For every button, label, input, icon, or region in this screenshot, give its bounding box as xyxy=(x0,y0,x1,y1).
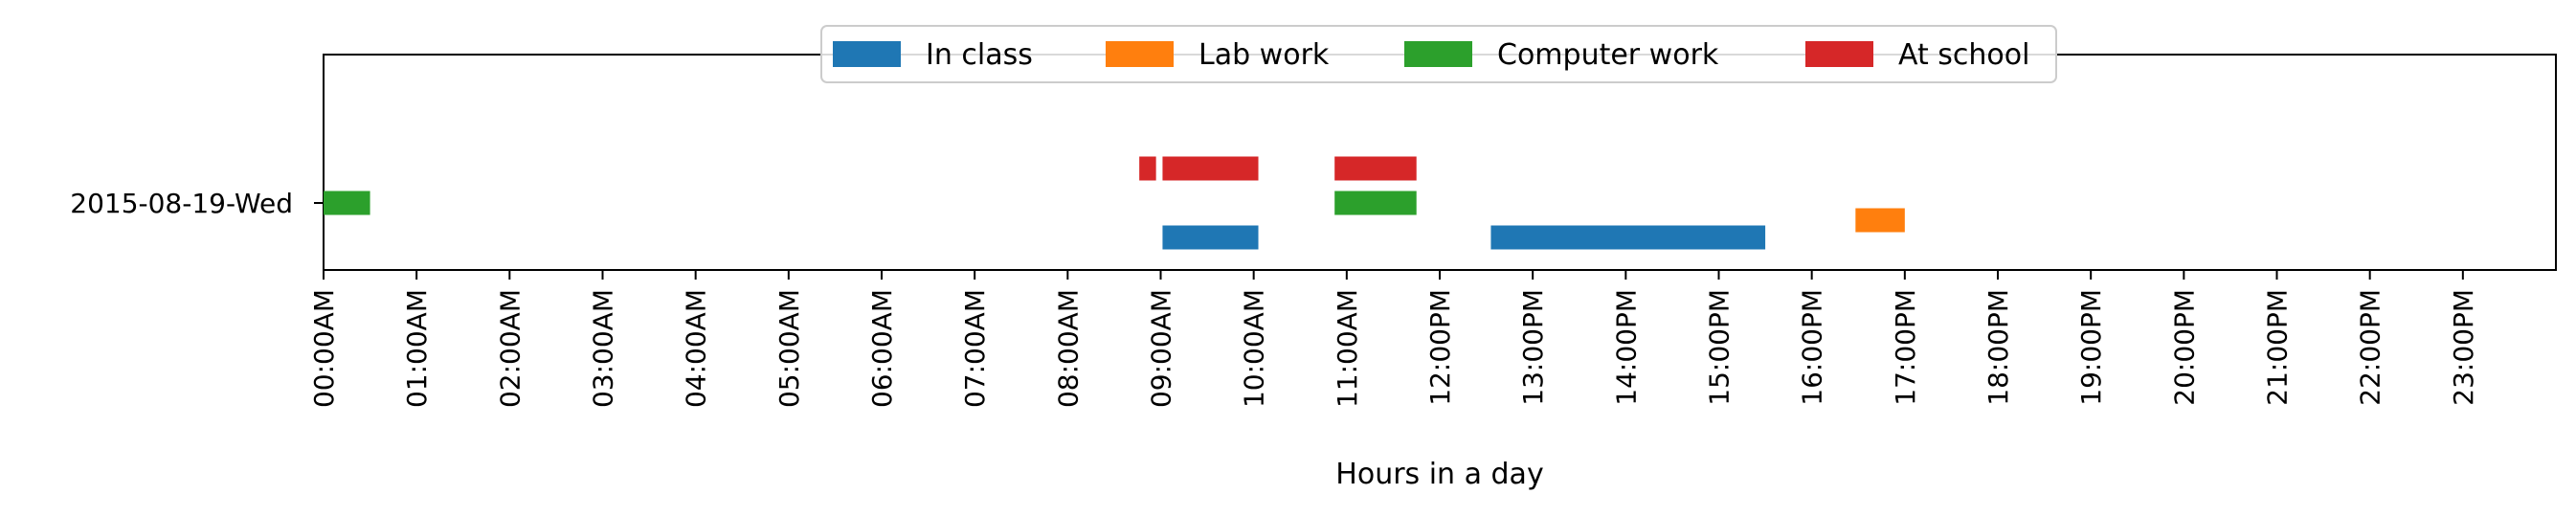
interval-bars xyxy=(324,156,1905,250)
legend-swatch xyxy=(1404,41,1472,67)
legend-label: At school xyxy=(1898,38,2029,72)
x-tick-label: 17:00PM xyxy=(1890,289,1921,406)
plot-area xyxy=(323,54,2557,271)
bar-in-class-1 xyxy=(1490,225,1766,250)
x-tick-label: 08:00AM xyxy=(1052,289,1084,408)
bar-at-school-0 xyxy=(1139,156,1156,181)
x-tick-label: 06:00AM xyxy=(866,289,898,408)
x-tick-label: 23:00PM xyxy=(2448,289,2479,406)
x-tick-label: 05:00AM xyxy=(773,289,805,408)
x-tick-label: 13:00PM xyxy=(1517,289,1549,406)
x-tick-label: 10:00AM xyxy=(1239,289,1270,408)
x-tick-label: 19:00PM xyxy=(2075,289,2107,406)
x-tick-label: 18:00PM xyxy=(1982,289,2014,406)
bar-computer-work-0 xyxy=(324,191,370,215)
x-tick-label: 00:00AM xyxy=(308,289,340,408)
bar-at-school-2 xyxy=(1334,156,1417,181)
x-tick-label: 04:00AM xyxy=(681,289,712,408)
x-tick-label: 15:00PM xyxy=(1704,289,1736,406)
x-tick-label: 16:00PM xyxy=(1797,289,1828,406)
x-tick-label: 09:00AM xyxy=(1146,289,1177,408)
legend-swatch xyxy=(833,41,901,67)
bar-computer-work-1 xyxy=(1334,191,1417,215)
x-tick-label: 07:00AM xyxy=(959,289,991,408)
x-axis-ticks: 00:00AM 01:00AM 02:00AM 03:00AM 04:00AM 05:00… xyxy=(308,270,2479,408)
x-tick-label: 02:00AM xyxy=(494,289,526,408)
legend-label: Computer work xyxy=(1497,38,1719,72)
x-tick-label: 01:00AM xyxy=(401,289,433,408)
y-tick-label: 2015-08-19-Wed xyxy=(70,188,293,219)
legend-swatch xyxy=(1805,41,1873,67)
legend-swatch xyxy=(1106,41,1174,67)
x-tick-label: 12:00PM xyxy=(1424,289,1456,406)
legend: In class Lab work Computer work At school xyxy=(820,25,2057,83)
x-tick-label: 22:00PM xyxy=(2355,289,2386,406)
x-tick-label: 21:00PM xyxy=(2262,289,2294,406)
bar-lab-work-0 xyxy=(1855,208,1905,233)
x-tick-label: 20:00PM xyxy=(2168,289,2200,406)
x-axis-label: Hours in a day xyxy=(1335,458,1543,491)
bar-at-school-1 xyxy=(1162,156,1259,181)
bar-in-class-0 xyxy=(1162,225,1259,250)
x-tick-label: 14:00PM xyxy=(1610,289,1642,406)
x-tick-label: 03:00AM xyxy=(588,289,619,408)
x-tick-label: 11:00AM xyxy=(1332,289,1363,408)
legend-label: Lab work xyxy=(1198,38,1330,72)
legend-label: In class xyxy=(926,38,1033,72)
